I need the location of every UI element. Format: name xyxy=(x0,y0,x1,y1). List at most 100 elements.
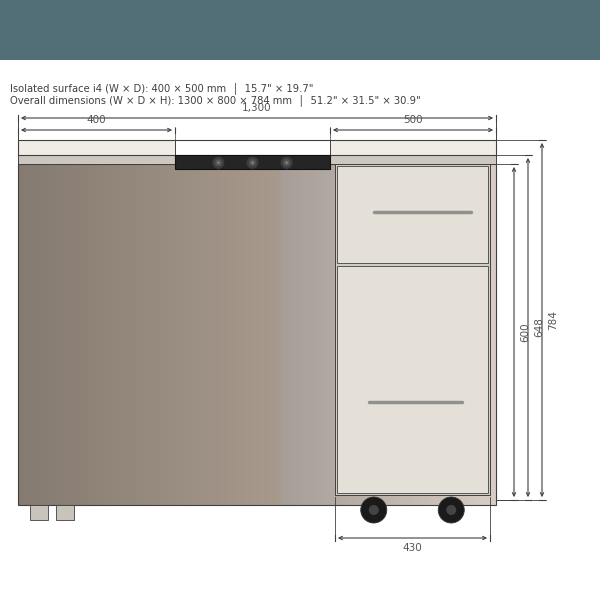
Bar xyxy=(237,164,242,505)
Bar xyxy=(30,164,34,505)
Bar xyxy=(436,164,441,505)
Bar xyxy=(484,164,488,505)
Bar xyxy=(113,164,118,505)
Bar xyxy=(70,164,74,505)
Bar xyxy=(428,164,433,505)
Bar xyxy=(18,140,175,155)
Bar xyxy=(189,164,194,505)
Bar xyxy=(38,164,43,505)
Bar xyxy=(173,164,178,505)
Bar xyxy=(361,164,365,505)
Bar xyxy=(106,164,110,505)
Bar xyxy=(480,164,485,505)
Bar xyxy=(448,164,452,505)
Bar xyxy=(78,164,82,505)
Circle shape xyxy=(251,161,254,164)
Bar xyxy=(42,164,46,505)
Bar xyxy=(257,164,262,505)
Bar xyxy=(409,164,413,505)
Circle shape xyxy=(283,159,290,166)
Bar xyxy=(337,164,341,505)
Bar xyxy=(30,505,48,520)
Bar xyxy=(161,164,166,505)
Bar xyxy=(82,164,86,505)
Bar xyxy=(277,164,281,505)
Bar xyxy=(421,164,425,505)
Text: 600: 600 xyxy=(520,322,530,342)
Text: 430: 430 xyxy=(403,543,422,553)
Bar xyxy=(122,164,126,505)
Bar xyxy=(98,164,102,505)
Bar xyxy=(110,164,114,505)
Bar xyxy=(269,164,274,505)
Bar xyxy=(18,155,496,164)
Bar xyxy=(86,164,90,505)
Bar xyxy=(400,164,405,505)
Circle shape xyxy=(361,497,387,523)
Bar xyxy=(488,164,493,505)
Bar xyxy=(154,164,158,505)
Bar xyxy=(101,164,106,505)
Bar xyxy=(201,164,206,505)
Bar xyxy=(281,164,286,505)
Bar xyxy=(58,164,62,505)
Circle shape xyxy=(286,161,288,164)
Bar xyxy=(193,164,198,505)
Circle shape xyxy=(438,497,464,523)
Bar xyxy=(205,164,210,505)
Text: 784: 784 xyxy=(548,310,558,330)
Bar xyxy=(373,164,377,505)
Bar xyxy=(26,164,31,505)
Bar xyxy=(464,164,469,505)
Bar xyxy=(293,164,298,505)
Bar xyxy=(241,164,245,505)
Bar xyxy=(137,164,142,505)
Bar xyxy=(297,164,301,505)
Bar xyxy=(301,164,305,505)
Bar xyxy=(337,266,488,493)
Circle shape xyxy=(280,156,293,169)
Bar xyxy=(178,164,182,505)
Bar xyxy=(94,164,98,505)
Bar xyxy=(368,164,373,505)
Bar xyxy=(125,164,130,505)
Bar xyxy=(321,164,325,505)
Text: 1,300: 1,300 xyxy=(242,103,272,113)
Bar xyxy=(285,164,289,505)
Bar xyxy=(353,164,357,505)
Bar xyxy=(221,164,226,505)
Text: 648: 648 xyxy=(534,317,544,337)
Bar xyxy=(229,164,233,505)
Bar xyxy=(476,164,481,505)
Bar xyxy=(392,164,397,505)
Bar xyxy=(388,164,393,505)
Text: Isolated surface i4 (W × D): 400 × 500 mm  │  15.7" × 19.7": Isolated surface i4 (W × D): 400 × 500 m… xyxy=(10,82,314,94)
Bar xyxy=(380,164,385,505)
Bar xyxy=(432,164,437,505)
Bar xyxy=(62,164,66,505)
Bar xyxy=(142,164,146,505)
Bar xyxy=(18,164,496,505)
Circle shape xyxy=(212,156,225,169)
Bar xyxy=(56,505,74,520)
Bar xyxy=(175,155,330,169)
Bar xyxy=(349,164,353,505)
Bar xyxy=(460,164,464,505)
Circle shape xyxy=(215,159,222,166)
Bar xyxy=(145,164,150,505)
Bar xyxy=(329,164,333,505)
Circle shape xyxy=(246,156,259,169)
Bar xyxy=(74,164,78,505)
Bar xyxy=(22,164,26,505)
Bar xyxy=(197,164,202,505)
Bar xyxy=(344,164,349,505)
Bar xyxy=(185,164,190,505)
Text: 500: 500 xyxy=(403,115,423,125)
Bar xyxy=(452,164,457,505)
Bar xyxy=(18,140,496,155)
Bar xyxy=(265,164,269,505)
Bar xyxy=(253,164,257,505)
Bar xyxy=(385,164,389,505)
Bar xyxy=(472,164,476,505)
Bar xyxy=(492,164,497,505)
